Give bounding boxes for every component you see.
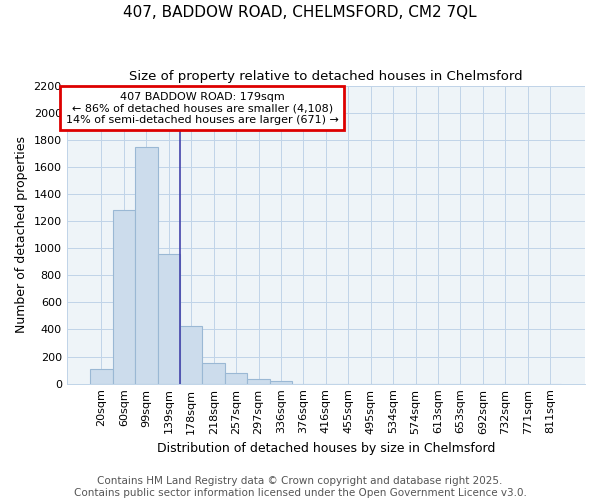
Bar	[247, 379, 270, 384]
Title: Size of property relative to detached houses in Chelmsford: Size of property relative to detached ho…	[129, 70, 523, 83]
Bar	[158, 254, 180, 384]
Bar	[270, 381, 292, 384]
Bar	[180, 326, 202, 384]
Text: 407 BADDOW ROAD: 179sqm
← 86% of detached houses are smaller (4,108)
14% of semi: 407 BADDOW ROAD: 179sqm ← 86% of detache…	[66, 92, 339, 125]
Bar	[202, 364, 225, 384]
Bar	[90, 369, 113, 384]
Text: 407, BADDOW ROAD, CHELMSFORD, CM2 7QL: 407, BADDOW ROAD, CHELMSFORD, CM2 7QL	[123, 5, 477, 20]
Bar	[113, 210, 135, 384]
Bar	[135, 146, 158, 384]
X-axis label: Distribution of detached houses by size in Chelmsford: Distribution of detached houses by size …	[157, 442, 495, 455]
Text: Contains HM Land Registry data © Crown copyright and database right 2025.
Contai: Contains HM Land Registry data © Crown c…	[74, 476, 526, 498]
Y-axis label: Number of detached properties: Number of detached properties	[15, 136, 28, 333]
Bar	[225, 373, 247, 384]
